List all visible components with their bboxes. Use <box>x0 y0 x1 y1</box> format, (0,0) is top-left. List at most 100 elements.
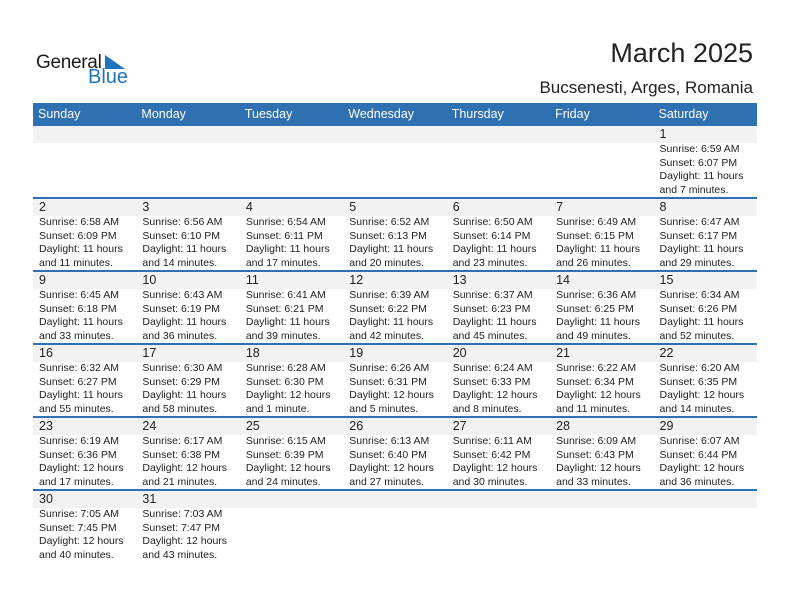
sunset-text: Sunset: 6:13 PM <box>349 229 427 242</box>
daylight-minutes-text: and 33 minutes. <box>39 329 114 342</box>
daylight-text: Daylight: 12 hours <box>556 462 641 474</box>
day-number: 23 <box>39 419 53 433</box>
day-number: 8 <box>659 200 667 214</box>
sunset-text: Sunset: 6:43 PM <box>556 448 634 461</box>
day-number-band <box>33 199 757 216</box>
daylight-minutes-text: and 40 minutes. <box>39 548 114 561</box>
logo-text-blue: Blue <box>88 66 129 88</box>
sunrise-text: Sunrise: 6:36 AM <box>556 289 637 301</box>
sunset-text: Sunset: 6:10 PM <box>142 229 221 242</box>
day-number: 9 <box>39 273 46 287</box>
day-number-band <box>33 418 757 435</box>
sunrise-text: Sunrise: 6:24 AM <box>452 362 533 374</box>
sunset-text: Sunset: 6:44 PM <box>659 448 738 461</box>
day-cell: 15 Sunrise: 6:34 AM Sunset: 6:26 PM Dayligh… <box>654 272 757 343</box>
sunset-text: Sunset: 6:38 PM <box>142 448 221 461</box>
sunset-text: Sunset: 6:27 PM <box>39 375 117 388</box>
day-number: 13 <box>452 273 467 287</box>
daylight-text: Daylight: 12 hours <box>142 462 228 474</box>
day-number: 15 <box>659 273 674 287</box>
day-number: 20 <box>452 346 467 360</box>
sunrise-text: Sunrise: 6:43 AM <box>142 289 223 301</box>
day-cell: 10 Sunrise: 6:43 AM Sunset: 6:19 PM Dayligh… <box>136 272 239 343</box>
day-number: 24 <box>142 419 157 433</box>
day-cell: 8 Sunrise: 6:47 AM Sunset: 6:17 PM Daylight… <box>654 199 757 270</box>
daylight-text: Daylight: 11 hours <box>452 316 537 328</box>
day-cell: 3 Sunrise: 6:56 AM Sunset: 6:10 PM Daylight… <box>136 199 239 270</box>
day-number: 31 <box>142 492 157 506</box>
sunrise-text: Sunrise: 6:50 AM <box>452 216 533 228</box>
page-title: March 2025 <box>610 38 753 68</box>
weekday-thursday: Thursday <box>451 107 504 121</box>
sunrise-text: Sunrise: 6:15 AM <box>245 435 326 447</box>
empty-day-cell <box>343 126 446 197</box>
daylight-minutes-text: and 43 minutes. <box>142 548 218 561</box>
day-number: 22 <box>659 346 674 360</box>
day-number: 1 <box>659 127 667 141</box>
daylight-minutes-text: and 8 minutes. <box>452 402 522 415</box>
empty-day-cell <box>550 491 653 562</box>
day-cell: 27 Sunrise: 6:11 AM Sunset: 6:42 PM Dayligh… <box>447 418 550 489</box>
sunrise-text: Sunrise: 6:37 AM <box>452 289 533 301</box>
sunset-text: Sunset: 6:31 PM <box>349 375 427 388</box>
day-cell: 13 Sunrise: 6:37 AM Sunset: 6:23 PM Dayligh… <box>447 272 550 343</box>
weekday-saturday: Saturday <box>658 107 709 121</box>
daylight-minutes-text: and 20 minutes. <box>349 256 424 269</box>
daylight-minutes-text: and 58 minutes. <box>142 402 218 415</box>
empty-day-cell <box>136 126 239 197</box>
sunrise-text: Sunrise: 6:30 AM <box>142 362 223 374</box>
day-number: 30 <box>39 492 53 506</box>
sunrise-text: Sunrise: 6:39 AM <box>349 289 430 301</box>
empty-day-cell <box>550 126 653 197</box>
daylight-text: Daylight: 11 hours <box>452 243 537 255</box>
day-cell: 19 Sunrise: 6:26 AM Sunset: 6:31 PM Dayligh… <box>343 345 446 416</box>
daylight-text: Daylight: 12 hours <box>556 389 641 401</box>
daylight-text: Daylight: 11 hours <box>39 243 123 255</box>
daylight-text: Daylight: 11 hours <box>142 243 227 255</box>
daylight-minutes-text: and 24 minutes. <box>245 475 321 488</box>
day-number: 28 <box>556 419 571 433</box>
sunset-text: Sunset: 6:30 PM <box>245 375 324 388</box>
day-number: 16 <box>39 346 53 360</box>
empty-day-cell <box>654 491 757 562</box>
sunset-text: Sunset: 6:23 PM <box>452 302 531 315</box>
calendar-week: 9 Sunrise: 6:45 AM Sunset: 6:18 PM Daylight… <box>33 272 757 345</box>
calendar-week: 1 Sunrise: 6:59 AM Sunset: 6:07 PM Daylight… <box>33 126 757 199</box>
daylight-minutes-text: and 45 minutes. <box>452 329 528 342</box>
sunset-text: Sunset: 6:34 PM <box>556 375 634 388</box>
day-cell: 18 Sunrise: 6:28 AM Sunset: 6:30 PM Dayligh… <box>240 345 343 416</box>
day-number-band <box>33 272 757 289</box>
empty-day-cell <box>240 491 343 562</box>
sunset-text: Sunset: 6:35 PM <box>659 375 738 388</box>
daylight-minutes-text: and 52 minutes. <box>659 329 735 342</box>
day-cell: 2 Sunrise: 6:58 AM Sunset: 6:09 PM Daylight… <box>33 199 136 270</box>
sunrise-text: Sunrise: 6:26 AM <box>349 362 430 374</box>
day-number: 5 <box>349 200 357 214</box>
sunset-text: Sunset: 6:33 PM <box>452 375 531 388</box>
daylight-minutes-text: and 26 minutes. <box>556 256 631 269</box>
sunset-text: Sunset: 6:26 PM <box>659 302 738 315</box>
day-number: 25 <box>245 419 260 433</box>
day-number: 10 <box>142 273 157 287</box>
day-number-band <box>33 491 757 508</box>
day-cell: 12 Sunrise: 6:39 AM Sunset: 6:22 PM Dayligh… <box>343 272 446 343</box>
daylight-text: Daylight: 11 hours <box>39 389 123 401</box>
calendar-grid: 1 Sunrise: 6:59 AM Sunset: 6:07 PM Daylight… <box>33 126 757 562</box>
day-cell: 26 Sunrise: 6:13 AM Sunset: 6:40 PM Dayligh… <box>343 418 446 489</box>
empty-day-cell <box>343 491 446 562</box>
day-cell: 4 Sunrise: 6:54 AM Sunset: 6:11 PM Daylight… <box>240 199 343 270</box>
sunset-text: Sunset: 7:45 PM <box>39 521 117 534</box>
daylight-text: Daylight: 11 hours <box>349 243 434 255</box>
logo-text-general: General <box>36 52 102 73</box>
empty-day-cell <box>240 126 343 197</box>
empty-day-cell <box>447 126 550 197</box>
sunrise-text: Sunrise: 6:52 AM <box>349 216 430 228</box>
weekday-friday: Friday <box>555 107 590 121</box>
weekday-tuesday: Tuesday <box>244 107 293 121</box>
day-cell: 21 Sunrise: 6:22 AM Sunset: 6:34 PM Dayligh… <box>550 345 653 416</box>
daylight-minutes-text: and 23 minutes. <box>452 256 528 269</box>
daylight-text: Daylight: 11 hours <box>245 316 330 328</box>
day-number: 21 <box>556 346 571 360</box>
sunset-text: Sunset: 6:42 PM <box>452 448 531 461</box>
day-number: 26 <box>349 419 364 433</box>
